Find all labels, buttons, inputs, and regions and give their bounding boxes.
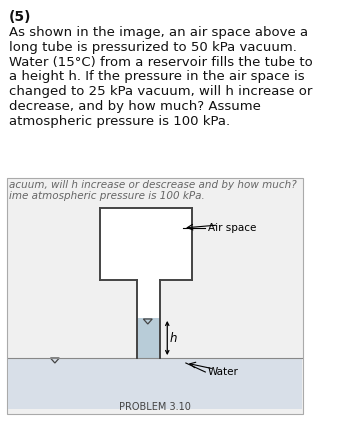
Text: h: h	[170, 331, 177, 344]
Bar	[137, 318, 160, 358]
Text: Water: Water	[208, 367, 239, 377]
Text: Air space: Air space	[208, 223, 256, 233]
Bar	[7, 178, 303, 414]
Text: ime atmospheric pressure is 100 kPa.: ime atmospheric pressure is 100 kPa.	[9, 191, 205, 201]
Bar	[137, 280, 160, 358]
Text: Water (15°C) from a reservoir fills the tube to: Water (15°C) from a reservoir fills the …	[9, 56, 313, 69]
Text: atmospheric pressure is 100 kPa.: atmospheric pressure is 100 kPa.	[9, 115, 230, 128]
Text: PROBLEM 3.10: PROBLEM 3.10	[119, 402, 191, 412]
Bar	[8, 358, 302, 409]
Bar	[100, 208, 192, 280]
Text: acuum, will h increase or descrease and by how much?: acuum, will h increase or descrease and …	[9, 180, 296, 190]
Text: long tube is pressurized to 50 kPa vacuum.: long tube is pressurized to 50 kPa vacuu…	[9, 41, 297, 54]
Text: changed to 25 kPa vacuum, will h increase or: changed to 25 kPa vacuum, will h increas…	[9, 85, 312, 98]
Text: a height h. If the pressure in the air space is: a height h. If the pressure in the air s…	[9, 70, 304, 83]
Text: (5): (5)	[9, 10, 32, 24]
Text: As shown in the image, an air space above a: As shown in the image, an air space abov…	[9, 26, 308, 39]
Text: decrease, and by how much? Assume: decrease, and by how much? Assume	[9, 100, 261, 113]
